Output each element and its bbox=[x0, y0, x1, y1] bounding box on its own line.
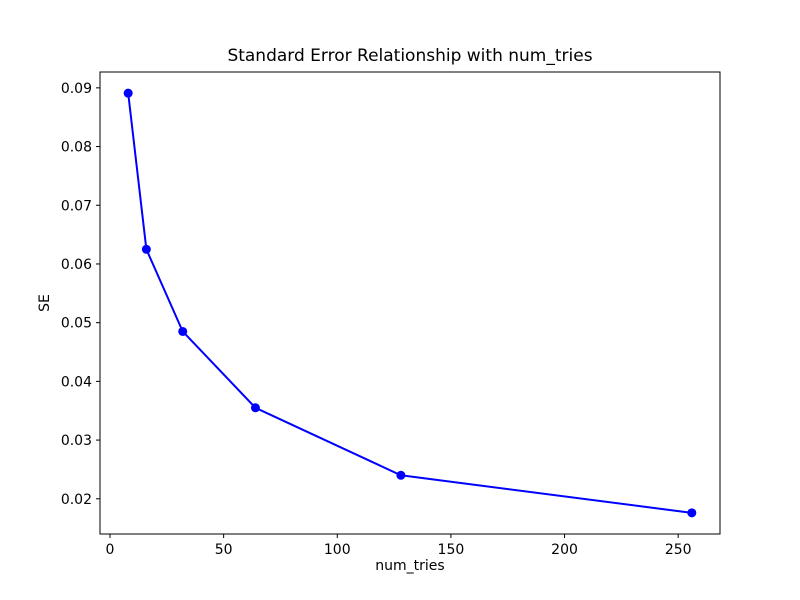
y-tick-label: 0.07 bbox=[61, 198, 92, 214]
y-tick-label: 0.04 bbox=[61, 374, 92, 390]
y-tick-label: 0.02 bbox=[61, 492, 92, 508]
x-tick-label: 150 bbox=[438, 542, 465, 558]
data-point bbox=[396, 470, 406, 480]
x-tick-label: 100 bbox=[324, 542, 351, 558]
data-point bbox=[123, 88, 133, 98]
y-tick-label: 0.06 bbox=[61, 257, 92, 273]
x-axis-label: num_tries bbox=[375, 558, 445, 574]
se-line bbox=[127, 92, 693, 514]
data-point bbox=[178, 326, 188, 336]
x-tick-label: 50 bbox=[215, 542, 233, 558]
y-tick-label: 0.08 bbox=[61, 140, 92, 156]
data-point bbox=[687, 508, 697, 518]
x-tick-label: 0 bbox=[106, 542, 115, 558]
data-point bbox=[250, 403, 260, 413]
y-tick-label: 0.03 bbox=[61, 433, 92, 449]
chart-title: Standard Error Relationship with num_tri… bbox=[227, 46, 593, 66]
data-point bbox=[141, 244, 151, 254]
y-tick-label: 0.05 bbox=[61, 316, 92, 332]
y-tick-label: 0.09 bbox=[61, 81, 92, 97]
x-tick-label: 250 bbox=[665, 542, 692, 558]
axes-spines bbox=[99, 71, 721, 535]
x-tick-label: 200 bbox=[551, 542, 578, 558]
